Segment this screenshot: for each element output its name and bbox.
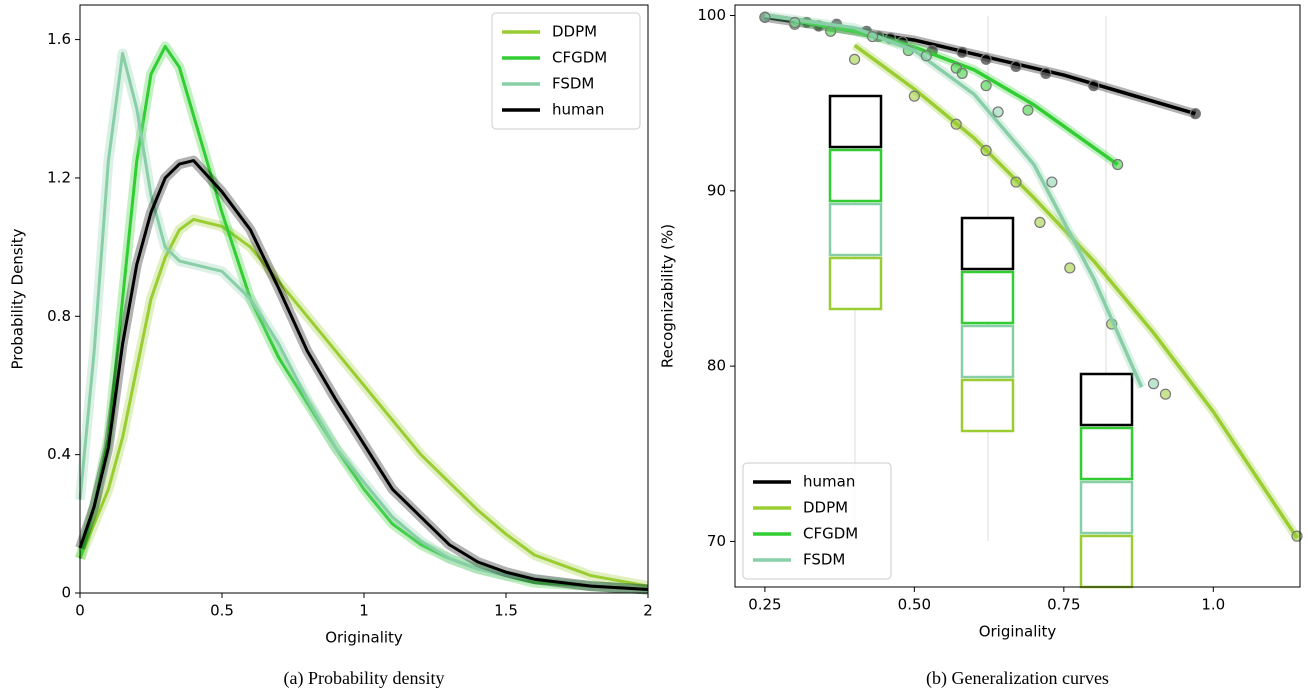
point bbox=[956, 46, 968, 58]
point bbox=[789, 16, 801, 29]
point bbox=[950, 118, 962, 130]
legend-label: CFGDM bbox=[552, 49, 607, 67]
legend-label: CFGDM bbox=[803, 525, 858, 543]
point bbox=[1022, 104, 1034, 116]
caption: (b) Generalization curves bbox=[926, 668, 1109, 689]
caption: (a) Probability density bbox=[284, 668, 445, 689]
x-tick-label: 0 bbox=[75, 602, 85, 620]
thumb bbox=[960, 378, 1015, 433]
chart: 0.25 0.50 0.75 1.0 70 80 90 100 Originality Recog… bbox=[659, 4, 1303, 689]
legend-label: DDPM bbox=[803, 499, 848, 517]
thumb bbox=[960, 216, 1015, 271]
thumb bbox=[1079, 372, 1134, 427]
point bbox=[1088, 80, 1100, 92]
y-axis-label: Recognizability (%) bbox=[659, 224, 677, 368]
point bbox=[1147, 378, 1160, 390]
thumb bbox=[1079, 426, 1134, 481]
trend-line bbox=[853, 43, 1299, 539]
y-tick-label: 0 bbox=[61, 584, 71, 602]
x-axis-label: Originality bbox=[979, 623, 1057, 641]
point bbox=[848, 53, 861, 65]
legend-label: human bbox=[552, 101, 604, 119]
x-tick-label: 0.50 bbox=[898, 596, 931, 614]
thumb bbox=[960, 324, 1015, 379]
point bbox=[920, 50, 932, 62]
legend-label: FSDM bbox=[803, 551, 845, 569]
band bbox=[75, 214, 649, 592]
point bbox=[866, 30, 879, 43]
thumb bbox=[828, 148, 883, 203]
legend-label: human bbox=[803, 473, 855, 491]
legend-box bbox=[491, 12, 641, 130]
point bbox=[1291, 530, 1303, 542]
x-tick-label: 1 bbox=[359, 602, 369, 620]
trend-line bbox=[764, 13, 1144, 388]
y-tick-label: 1.6 bbox=[47, 30, 71, 48]
legend-label: FSDM bbox=[552, 75, 594, 93]
y-tick-label: 80 bbox=[707, 357, 726, 375]
band bbox=[75, 155, 649, 595]
x-tick-label: 0.25 bbox=[748, 596, 781, 614]
x-tick-label: 0.75 bbox=[1047, 596, 1080, 614]
point bbox=[1064, 262, 1076, 274]
x-tick-label: 1.5 bbox=[494, 602, 518, 620]
x-tick-label: 2 bbox=[643, 602, 653, 620]
y-tick-label: 70 bbox=[707, 532, 726, 550]
chart: 0 0.5 1 1.5 2 0 0.4 0.8 1.2 1.6 Originality Probabi… bbox=[9, 4, 653, 689]
legend-label: DDPM bbox=[552, 23, 597, 41]
point bbox=[1034, 216, 1046, 228]
point bbox=[980, 53, 992, 65]
y-tick-label: 0.8 bbox=[47, 307, 71, 325]
point bbox=[1010, 176, 1022, 188]
point bbox=[759, 11, 771, 23]
point bbox=[1112, 158, 1124, 171]
x-axis-label: Originality bbox=[325, 629, 403, 647]
point bbox=[980, 144, 992, 157]
thumb bbox=[960, 270, 1015, 325]
point bbox=[992, 106, 1004, 118]
plot-frame bbox=[79, 4, 649, 594]
thumb bbox=[1079, 480, 1134, 535]
legend-box bbox=[742, 462, 892, 580]
thumb bbox=[828, 256, 883, 311]
band bbox=[75, 48, 649, 595]
y-axis-label: Probability Density bbox=[9, 228, 27, 369]
point bbox=[980, 80, 992, 92]
plot-frame bbox=[734, 4, 1301, 588]
point bbox=[825, 25, 837, 37]
y-tick-label: 90 bbox=[707, 181, 726, 199]
point bbox=[1046, 176, 1058, 188]
point bbox=[1010, 60, 1022, 72]
trend-line bbox=[794, 19, 1119, 166]
thumbnails bbox=[828, 16, 1134, 589]
x-tick-label: 0.5 bbox=[210, 602, 234, 620]
point bbox=[1159, 388, 1172, 400]
line bbox=[78, 217, 649, 588]
line bbox=[78, 159, 649, 591]
line bbox=[78, 51, 649, 591]
thumb bbox=[828, 202, 883, 257]
point bbox=[1189, 108, 1201, 120]
point bbox=[908, 90, 920, 102]
thumb bbox=[1079, 534, 1134, 589]
band bbox=[851, 41, 1301, 541]
y-tick-label: 100 bbox=[697, 6, 726, 24]
point bbox=[956, 67, 968, 79]
y-tick-label: 1.2 bbox=[47, 168, 71, 186]
y-tick-label: 0.4 bbox=[47, 445, 71, 463]
point bbox=[1040, 67, 1052, 79]
x-tick-label: 1.0 bbox=[1201, 596, 1225, 614]
thumb bbox=[828, 94, 883, 149]
